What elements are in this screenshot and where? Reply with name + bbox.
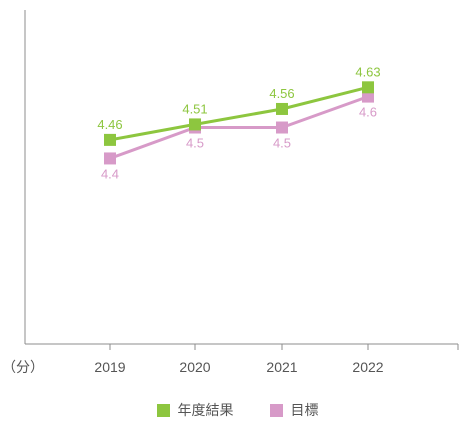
- data-label: 4.5: [273, 136, 291, 151]
- x-tick-label: 2020: [179, 359, 210, 375]
- x-tick-label: 2019: [94, 359, 125, 375]
- legend-swatch-result: [156, 403, 170, 417]
- data-label: 4.56: [269, 86, 294, 101]
- x-tick-label: 2022: [352, 359, 383, 375]
- data-label: 4.6: [359, 105, 377, 120]
- data-label: 4.51: [182, 101, 207, 116]
- data-point: [189, 118, 201, 131]
- legend-swatch-target: [269, 403, 283, 417]
- plot-area: 2019 2020 2021 2022 4.4 4.5 4.5 4.6 4.46 4.51 4.56…: [94, 64, 459, 375]
- legend-label-target: 目標: [290, 402, 319, 418]
- data-label: 4.46: [97, 117, 122, 132]
- legend-item-result: 年度結果: [156, 400, 234, 420]
- y-unit-label: （分）: [2, 359, 44, 375]
- data-point: [104, 152, 116, 165]
- data-point: [362, 90, 374, 103]
- data-point: [104, 133, 116, 146]
- data-point: [362, 81, 374, 94]
- x-tick-label: 2021: [266, 359, 297, 375]
- data-point: [276, 121, 288, 134]
- legend: 年度結果 目標: [0, 398, 475, 422]
- data-label: 4.4: [101, 166, 119, 181]
- series-line: [109, 95, 369, 160]
- legend-item-target: 目標: [269, 400, 319, 420]
- data-label: 4.63: [355, 64, 380, 79]
- legend-label-result: 年度結果: [177, 402, 234, 418]
- data-point: [276, 102, 288, 115]
- series-line: [109, 85, 369, 142]
- data-label: 4.5: [186, 136, 204, 151]
